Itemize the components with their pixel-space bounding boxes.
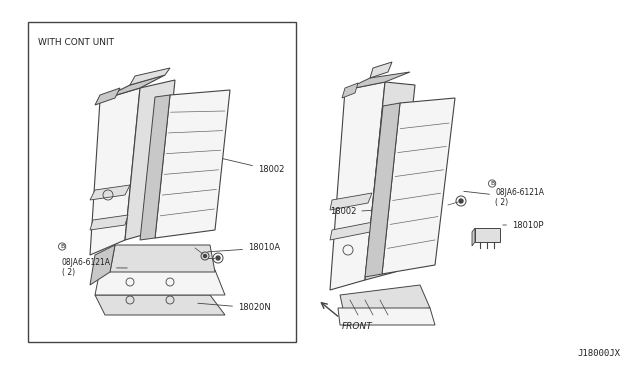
Polygon shape (100, 75, 165, 100)
Polygon shape (90, 245, 115, 285)
Polygon shape (330, 193, 372, 210)
Text: B: B (60, 244, 64, 249)
Polygon shape (475, 228, 500, 242)
Polygon shape (365, 82, 415, 280)
Polygon shape (90, 88, 140, 255)
Polygon shape (95, 270, 225, 295)
Polygon shape (330, 82, 385, 290)
Polygon shape (365, 103, 400, 277)
Polygon shape (95, 88, 120, 105)
Polygon shape (110, 245, 215, 272)
Text: 18020N: 18020N (198, 303, 271, 312)
Polygon shape (125, 80, 175, 240)
Text: J18000JX: J18000JX (577, 349, 620, 358)
Polygon shape (370, 62, 392, 78)
Circle shape (459, 199, 463, 203)
Polygon shape (472, 228, 475, 246)
Text: B: B (490, 181, 494, 186)
Text: 08JA6-6121A
( 2): 08JA6-6121A ( 2) (62, 258, 127, 278)
Text: 08JA6-6121A
( 2): 08JA6-6121A ( 2) (464, 188, 544, 208)
Polygon shape (95, 295, 225, 315)
Text: 18002: 18002 (223, 158, 284, 174)
Polygon shape (330, 222, 373, 240)
Text: 18002: 18002 (330, 208, 375, 217)
Polygon shape (140, 95, 170, 240)
Polygon shape (90, 185, 130, 200)
Polygon shape (338, 308, 435, 325)
Bar (28, 22, 296, 342)
Polygon shape (382, 98, 455, 274)
Polygon shape (130, 68, 170, 85)
Circle shape (204, 254, 207, 257)
Polygon shape (340, 285, 430, 318)
Circle shape (216, 256, 220, 260)
Text: FRONT: FRONT (342, 322, 372, 331)
Text: WITH CONT UNIT: WITH CONT UNIT (38, 38, 114, 47)
Polygon shape (345, 72, 410, 90)
Text: 18010P: 18010P (503, 221, 543, 230)
Polygon shape (90, 215, 128, 230)
Polygon shape (342, 83, 358, 98)
Text: 18010A: 18010A (208, 244, 280, 253)
Polygon shape (155, 90, 230, 238)
